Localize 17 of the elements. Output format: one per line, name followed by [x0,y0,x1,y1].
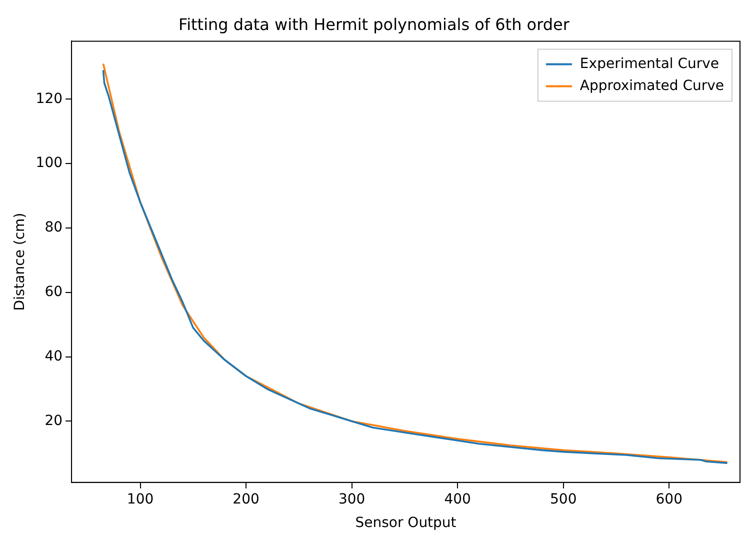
chart-title: Fitting data with Hermit polynomials of 6th order [178,14,570,34]
y-tick-label: 100 [36,155,63,172]
legend-label: Experimental Curve [580,56,720,72]
y-tick-label: 80 [44,220,63,236]
x-tick-label: 100 [126,491,154,508]
x-tick-label: 500 [550,491,577,508]
x-tick-label: 400 [444,491,471,508]
y-axis-title: Distance (cm) [12,212,28,311]
y-tick-label: 40 [44,348,63,364]
x-tick-label: 200 [232,491,260,508]
x-tick-label: 600 [656,491,682,508]
y-tick-label: 60 [44,284,63,300]
y-tick-label: 120 [36,90,63,107]
x-tick-label: 300 [338,491,366,508]
y-tick-label: 20 [44,412,63,429]
x-axis-title: Sensor Output [355,515,457,532]
legend-label: Approximated Curve [580,78,724,94]
